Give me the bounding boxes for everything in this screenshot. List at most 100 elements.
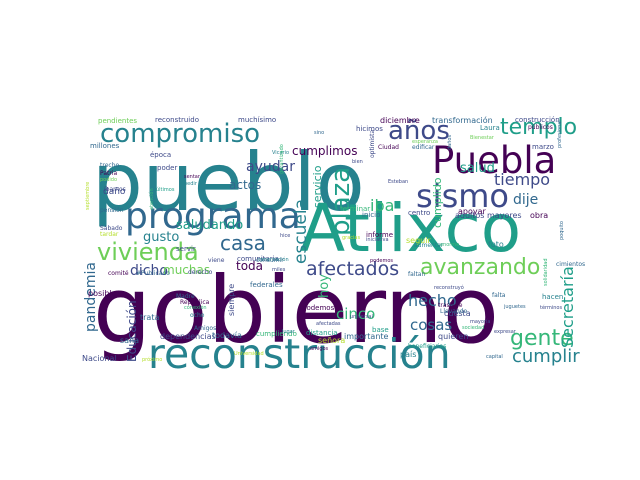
cloud-word: septiembre	[85, 181, 91, 210]
cloud-word: construcción	[515, 116, 560, 124]
cloud-word: reconstruyó	[434, 285, 464, 291]
cloud-word: optimista	[369, 129, 376, 158]
cloud-word: derecho	[188, 269, 213, 276]
cloud-word: tiempo	[494, 170, 551, 189]
cloud-word: comunitaria	[237, 255, 279, 263]
cloud-word: inicio	[362, 211, 381, 219]
cloud-word: señora	[318, 336, 346, 345]
cloud-word: cimentación	[258, 257, 289, 263]
cloud-word: Educación	[125, 300, 139, 362]
cloud-word: daño	[103, 187, 126, 197]
cloud-word: terminar	[340, 205, 371, 213]
cloud-word: Sábado	[100, 225, 123, 232]
cloud-word: universal	[350, 314, 373, 320]
cloud-word: Ciudad	[378, 144, 399, 151]
cloud-word: saludando	[176, 218, 244, 233]
cloud-word: templo	[500, 115, 578, 140]
cloud-word: enorme	[440, 242, 460, 248]
cloud-word: trecho	[100, 162, 120, 169]
cloud-word: servicio	[311, 165, 324, 208]
cloud-word: podemos	[370, 258, 394, 264]
cloud-word: millones	[90, 142, 120, 150]
cloud-word: cuesta	[444, 309, 471, 318]
cloud-word: consumir	[256, 257, 284, 264]
cloud-word: actos	[229, 178, 262, 192]
cloud-word: marzo	[532, 143, 554, 151]
cloud-word: lugar	[282, 329, 295, 335]
cloud-word: profesional	[557, 120, 563, 148]
cloud-word: comité	[108, 270, 129, 277]
cloud-word: Llevando	[440, 308, 468, 315]
cloud-word: iniciativa	[366, 237, 389, 243]
cloud-word: amigos	[310, 346, 329, 352]
cloud-word: seguir	[406, 236, 431, 245]
cloud-word: hicimos	[356, 125, 383, 133]
cloud-word: obra	[530, 211, 549, 220]
cloud-word: base	[372, 326, 389, 334]
cloud-word: cosas	[410, 316, 453, 334]
cloud-word: toda	[236, 259, 264, 273]
cloud-word: plaza	[326, 166, 356, 236]
cloud-word: próximo	[142, 357, 163, 363]
cloud-word: casa	[220, 231, 266, 255]
cloud-word: cumplido	[431, 177, 444, 228]
cloud-word: Madre	[176, 293, 195, 300]
cloud-word: traslade	[438, 302, 463, 309]
cloud-word: afectadas	[316, 321, 341, 327]
cloud-word: Universidad	[234, 351, 264, 357]
cloud-word: trata	[140, 313, 160, 322]
cloud-word: conexión	[184, 305, 207, 311]
cloud-word: transformación	[432, 116, 493, 125]
cloud-word: podemos	[302, 304, 335, 312]
cloud-word: años	[388, 116, 450, 146]
cloud-word: expresar	[494, 329, 516, 335]
cloud-word: hecho	[408, 291, 457, 310]
cloud-word: ocho	[190, 312, 205, 319]
cloud-word: #Publicado	[136, 270, 170, 277]
cloud-word: dije	[513, 192, 539, 208]
cloud-word: cumplir	[512, 346, 580, 367]
cloud-word: posible	[88, 289, 117, 298]
cloud-word: hacen	[542, 293, 564, 301]
cloud-word: Vicario	[272, 150, 290, 156]
cloud-word: país	[400, 350, 417, 359]
cloud-word: atención	[149, 188, 155, 210]
cloud-word: sentar	[184, 174, 200, 180]
cloud-word: términos	[540, 305, 563, 311]
cloud-word: beneficiarias	[408, 343, 447, 350]
cloud-word: foto	[488, 240, 504, 249]
cloud-word: reconstrucción	[148, 330, 451, 378]
cloud-word: afectados	[306, 258, 400, 280]
cloud-word: cinco	[336, 305, 376, 323]
cloud-word: daños	[447, 134, 453, 150]
cloud-word: distancia	[306, 329, 338, 337]
cloud-word: reconstruido	[155, 116, 199, 124]
cloud-word: gusto	[143, 230, 180, 245]
cloud-word: República	[180, 299, 210, 306]
cloud-word: dicho	[130, 263, 168, 279]
cloud-word: cimientos	[556, 261, 586, 268]
cloud-word: Atlixco	[300, 190, 522, 267]
cloud-word: solidaridad	[543, 258, 549, 286]
cloud-word: ayudar	[246, 159, 295, 175]
cloud-word: iba	[370, 196, 395, 215]
cloud-word: muchas	[163, 263, 211, 277]
cloud-word: Esteban	[388, 179, 409, 185]
cloud-word: capital	[486, 354, 503, 360]
cloud-word: tardar	[100, 231, 119, 238]
cloud-word: mayoría	[470, 319, 491, 325]
cloud-word: últimos	[156, 187, 175, 193]
cloud-word: centro	[408, 209, 431, 217]
cloud-word: pensión	[100, 207, 124, 214]
cloud-word: dependencias	[160, 332, 216, 341]
cloud-word: pedir	[184, 181, 197, 187]
cloud-word: programa	[125, 196, 301, 237]
cloud-word: sociedad	[462, 325, 485, 331]
cloud-word: hice	[280, 233, 291, 239]
cloud-word: gobierno	[93, 257, 500, 364]
cloud-word: viene	[208, 257, 225, 264]
cloud-word: pendientes	[98, 117, 138, 125]
cloud-word: escuela	[291, 198, 311, 264]
cloud-word: juguetes	[504, 304, 526, 310]
cloud-word: faltan	[408, 271, 426, 278]
